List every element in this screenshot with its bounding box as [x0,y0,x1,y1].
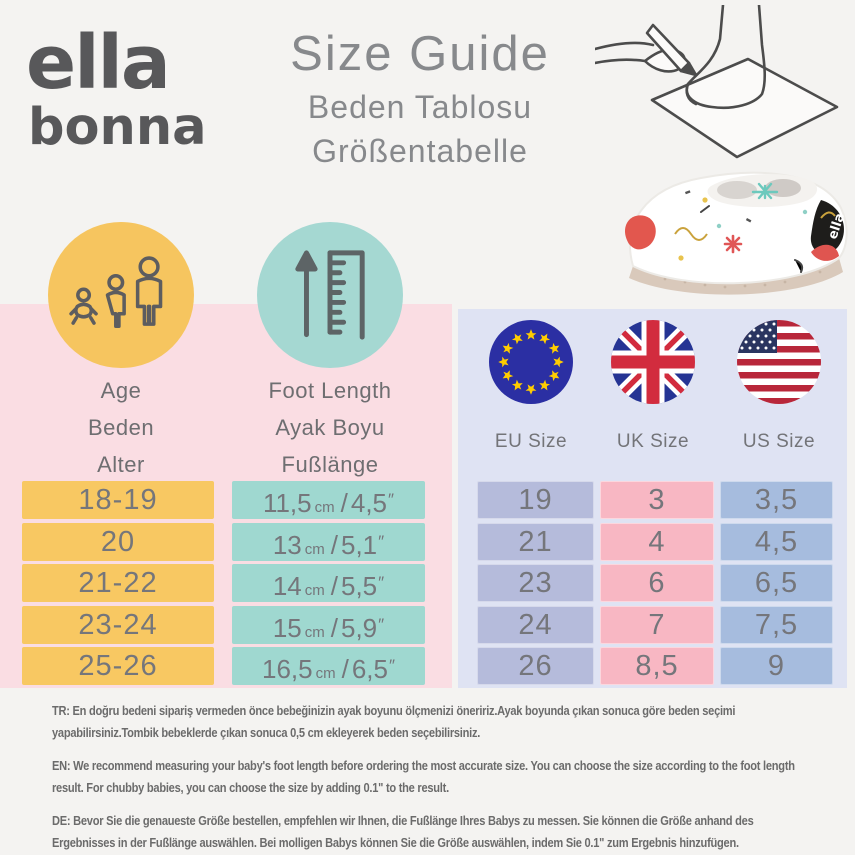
foot-length-cell: 13 cm/5,1″ [232,522,425,561]
foot-length-circle-badge [257,222,403,368]
ruler-measure-icon [295,250,365,340]
us-size-header: US Size [742,431,816,452]
age-legend: Age Beden Alter [23,372,219,483]
age-label-de: Alter [97,452,145,477]
us-size-cell: 9 [720,647,833,685]
page-title: Size Guide Beden Tablosu Größentabelle [235,24,605,172]
eu-size-cell: 23 [477,564,594,602]
us-size-cell: 6,5 [720,564,833,602]
age-cell: 21-22 [22,564,214,602]
age-cell: 18-19 [22,481,214,519]
age-footlength-table: 18-19 11,5 cm/4,5″ 20 13 cm/5,1″ 21-22 14 c… [22,481,425,685]
family-growth-icon [69,256,163,328]
us-size-cell: 7,5 [720,605,833,644]
product-photo: ella [615,148,855,310]
foot-label-de: Fußlänge [281,452,379,477]
eu-size-header: EU Size [494,431,568,452]
eu-size-cell: 26 [477,647,594,685]
age-label-en: Age [100,378,142,403]
foot-length-cell: 14 cm/5,5″ [232,564,425,602]
title-en: Size Guide [290,27,550,81]
uk-size-cell: 7 [600,605,714,644]
brand-logo: ella bonna [26,26,207,153]
uk-size-cell: 4 [600,522,714,561]
uk-flag-icon [611,320,695,404]
foot-tracing-illustration [595,5,855,165]
eu-size-cell: 21 [477,522,594,561]
eu-size-cell: 19 [477,481,594,519]
uk-size-cell: 3 [600,481,714,519]
note-de: DE: Bevor Sie die genaueste Größe bestel… [52,813,754,850]
foot-length-cell: 11,5 cm/4,5″ [232,481,425,519]
foot-length-legend: Foot Length Ayak Boyu Fußlänge [232,372,428,483]
uk-size-cell: 8,5 [600,647,714,685]
title-tr: Beden Tablosu [307,89,533,125]
foot-length-cell: 16,5 cm/6,5″ [232,647,425,685]
note-en: EN: We recommend measuring your baby's f… [52,758,795,795]
foot-tracing-icon [595,5,839,159]
eu-flag-icon [489,320,573,404]
measurement-notes: TR: En doğru bedeni sipariş vermeden önc… [52,700,804,855]
us-size-cell: 4,5 [720,522,833,561]
uk-size-cell: 6 [600,564,714,602]
foot-label-tr: Ayak Boyu [275,415,385,440]
age-cell: 25-26 [22,647,214,685]
foot-label-en: Foot Length [268,378,392,403]
brand-logo-line2: bonna [28,98,207,157]
uk-size-header: UK Size [616,431,690,452]
age-circle-badge [48,222,194,368]
age-cell: 23-24 [22,605,214,644]
region-size-table: 19 3 3,5 21 4 4,5 23 6 6,5 24 7 7,5 26 8… [477,481,833,685]
foot-length-cell: 15 cm/5,9″ [232,605,425,644]
age-cell: 20 [22,522,214,561]
brand-logo-line1: ella [26,20,171,106]
us-flag-icon [737,320,821,404]
age-label-tr: Beden [87,415,155,440]
us-size-cell: 3,5 [720,481,833,519]
baby-shoe-icon: ella [624,171,848,295]
note-tr: TR: En doğru bedeni sipariş vermeden önc… [52,703,736,740]
title-de: Größentabelle [312,133,528,169]
eu-size-cell: 24 [477,605,594,644]
